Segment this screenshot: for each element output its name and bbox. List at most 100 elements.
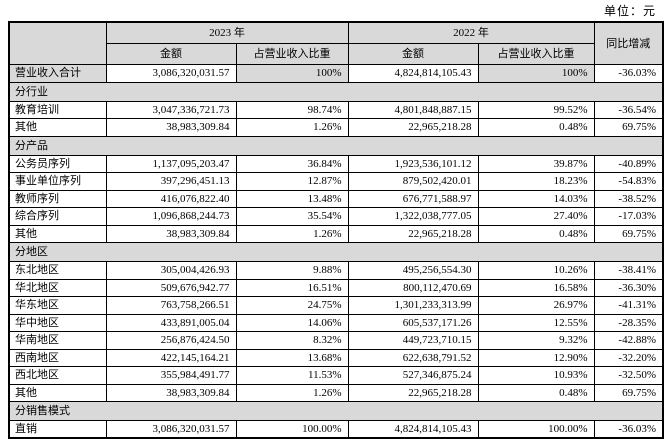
amount-2023-cell: 3,047,336,721.73 — [105, 100, 237, 119]
amount-2022-cell: 1,322,038,777.05 — [347, 207, 479, 226]
unit-label: 单位：元 — [603, 4, 656, 18]
table-row: 华北地区 509,676,942.77 16.51% 800,112,470.6… — [8, 278, 664, 297]
amount-2022-cell: 676,771,588.97 — [347, 189, 479, 208]
ratio-2023-cell: 98.74% — [235, 100, 349, 119]
yoy-cell: -32.50% — [593, 366, 664, 385]
row-label-cell: 华东地区 — [8, 296, 107, 315]
amount-2022-cell: 22,965,218.28 — [347, 383, 479, 402]
row-label-cell: 其他 — [8, 383, 107, 402]
yoy-cell: -32.20% — [593, 348, 664, 367]
amount-2023-cell: 38,983,309.84 — [105, 224, 237, 243]
yoy-cell: -38.41% — [593, 261, 664, 280]
amount-2023-cell: 433,891,005.04 — [105, 313, 237, 332]
amount-2023-cell: 3,086,320,031.57 — [105, 420, 237, 439]
yoy-cell: -36.54% — [593, 100, 664, 119]
ratio-2023-cell: 35.54% — [235, 207, 349, 226]
ratio-2022-cell: 39.87% — [477, 154, 595, 173]
table-header: 2023 年 2022 年 同比增减 金额 占营业收入比重 金额 占营业收入比重 — [8, 21, 664, 65]
amount-2022-cell: 622,638,791.52 — [347, 348, 479, 367]
amount-2023-cell: 1,137,095,203.47 — [105, 154, 237, 173]
ratio-2022-cell: 0.48% — [477, 118, 595, 137]
ratio-2023-cell: 13.48% — [235, 189, 349, 208]
ratio-2023-cell: 100.00% — [235, 420, 349, 439]
amount-2022-cell: 605,537,171.26 — [347, 313, 479, 332]
amount-2023-cell: 3,086,320,031.57 — [105, 64, 237, 83]
ratio-2023-cell: 1.26% — [235, 224, 349, 243]
amount-2022-cell: 4,824,814,105.43 — [347, 64, 479, 83]
row-label-cell: 教师序列 — [8, 189, 107, 208]
table-row-total: 营业收入合计 3,086,320,031.57 100% 4,824,814,1… — [8, 64, 664, 83]
yoy-cell: -36.03% — [593, 64, 664, 83]
section-label-cell: 分地区 — [8, 242, 664, 262]
amount-2023-cell: 38,983,309.84 — [105, 383, 237, 402]
ratio-2023-cell: 1.26% — [235, 118, 349, 137]
row-label-cell: 公务员序列 — [8, 154, 107, 173]
ratio-2023-cell: 100% — [235, 64, 349, 83]
amount-2023-cell: 305,004,426.93 — [105, 261, 237, 280]
ratio-2022-cell: 18.23% — [477, 172, 595, 191]
table-body: 营业收入合计 3,086,320,031.57 100% 4,824,814,1… — [8, 64, 664, 439]
amount-2022-cell: 495,256,554.30 — [347, 261, 479, 280]
ratio-2023-cell: 36.84% — [235, 154, 349, 173]
table-row: 公务员序列 1,137,095,203.47 36.84% 1,923,536,… — [8, 154, 664, 173]
amount-2022-cell: 1,923,536,101.12 — [347, 154, 479, 173]
ratio-2023-header: 占营业收入比重 — [235, 43, 349, 65]
table-row: 直销 3,086,320,031.57 100.00% 4,824,814,10… — [8, 420, 664, 439]
yoy-cell: -17.03% — [593, 207, 664, 226]
yoy-cell: -41.31% — [593, 296, 664, 315]
amount-2022-cell: 4,801,848,887.15 — [347, 100, 479, 119]
row-label-cell: 直销 — [8, 420, 107, 439]
ratio-2022-cell: 100.00% — [477, 420, 595, 439]
ratio-2022-cell: 10.26% — [477, 261, 595, 280]
table-row: 事业单位序列 397,296,451.13 12.87% 879,502,420… — [8, 172, 664, 191]
amount-2022-cell: 527,346,875.24 — [347, 366, 479, 385]
table-row: 其他 38,983,309.84 1.26% 22,965,218.28 0.4… — [8, 383, 664, 402]
table-row: 综合序列 1,096,868,244.73 35.54% 1,322,038,7… — [8, 207, 664, 226]
amount-2022-cell: 22,965,218.28 — [347, 224, 479, 243]
ratio-2022-cell: 0.48% — [477, 383, 595, 402]
header-row-years: 2023 年 2022 年 同比增减 — [8, 21, 664, 65]
table-row: 教师序列 416,076,822.40 13.48% 676,771,588.9… — [8, 189, 664, 208]
revenue-breakdown-table: 2023 年 2022 年 同比增减 金额 占营业收入比重 金额 占营业收入比重… — [8, 21, 664, 439]
amount-2022-cell: 22,965,218.28 — [347, 118, 479, 137]
yoy-header: 同比增减 — [593, 21, 664, 65]
table-row: 华南地区 256,876,424.50 8.32% 449,723,710.15… — [8, 331, 664, 350]
row-label-cell: 事业单位序列 — [8, 172, 107, 191]
amount-2023-cell: 422,145,164.21 — [105, 348, 237, 367]
amount-2022-cell: 800,112,470.69 — [347, 278, 479, 297]
amount-2022-header: 金额 — [347, 43, 479, 65]
row-label-cell: 综合序列 — [8, 207, 107, 226]
ratio-2022-cell: 12.90% — [477, 348, 595, 367]
row-label-cell: 教育培训 — [8, 100, 107, 119]
yoy-cell: -36.03% — [593, 420, 664, 439]
amount-2023-cell: 38,983,309.84 — [105, 118, 237, 137]
ratio-2022-cell: 12.55% — [477, 313, 595, 332]
ratio-2022-cell: 100% — [477, 64, 595, 83]
section-row-sales-model: 分销售模式 — [8, 401, 664, 421]
amount-2022-cell: 449,723,710.15 — [347, 331, 479, 350]
ratio-2023-cell: 11.53% — [235, 366, 349, 385]
ratio-2022-header: 占营业收入比重 — [477, 43, 595, 65]
amount-2023-cell: 355,984,491.77 — [105, 366, 237, 385]
yoy-cell: 69.75% — [593, 118, 664, 137]
ratio-2022-cell: 10.93% — [477, 366, 595, 385]
ratio-2023-cell: 14.06% — [235, 313, 349, 332]
section-label-cell: 分行业 — [8, 81, 664, 102]
ratio-2023-cell: 9.88% — [235, 261, 349, 280]
row-label-cell: 华中地区 — [8, 313, 107, 332]
row-label-cell: 华南地区 — [8, 331, 107, 350]
yoy-cell: -28.35% — [593, 313, 664, 332]
row-label-cell: 华北地区 — [8, 278, 107, 297]
amount-2023-cell: 397,296,451.13 — [105, 172, 237, 191]
table-row: 西北地区 355,984,491.77 11.53% 527,346,875.2… — [8, 366, 664, 385]
section-label-cell: 分销售模式 — [8, 401, 664, 421]
header-row-metrics: 金额 占营业收入比重 金额 占营业收入比重 — [9, 43, 663, 65]
table-row: 东北地区 305,004,426.93 9.88% 495,256,554.30… — [8, 261, 664, 280]
yoy-cell: -54.83% — [593, 172, 664, 191]
row-label-cell: 其他 — [8, 118, 107, 137]
section-label-cell: 分产品 — [8, 135, 664, 156]
yoy-cell: -36.30% — [593, 278, 664, 297]
ratio-2023-cell: 8.32% — [235, 331, 349, 350]
row-label-cell: 西南地区 — [8, 348, 107, 367]
ratio-2023-cell: 13.68% — [235, 348, 349, 367]
